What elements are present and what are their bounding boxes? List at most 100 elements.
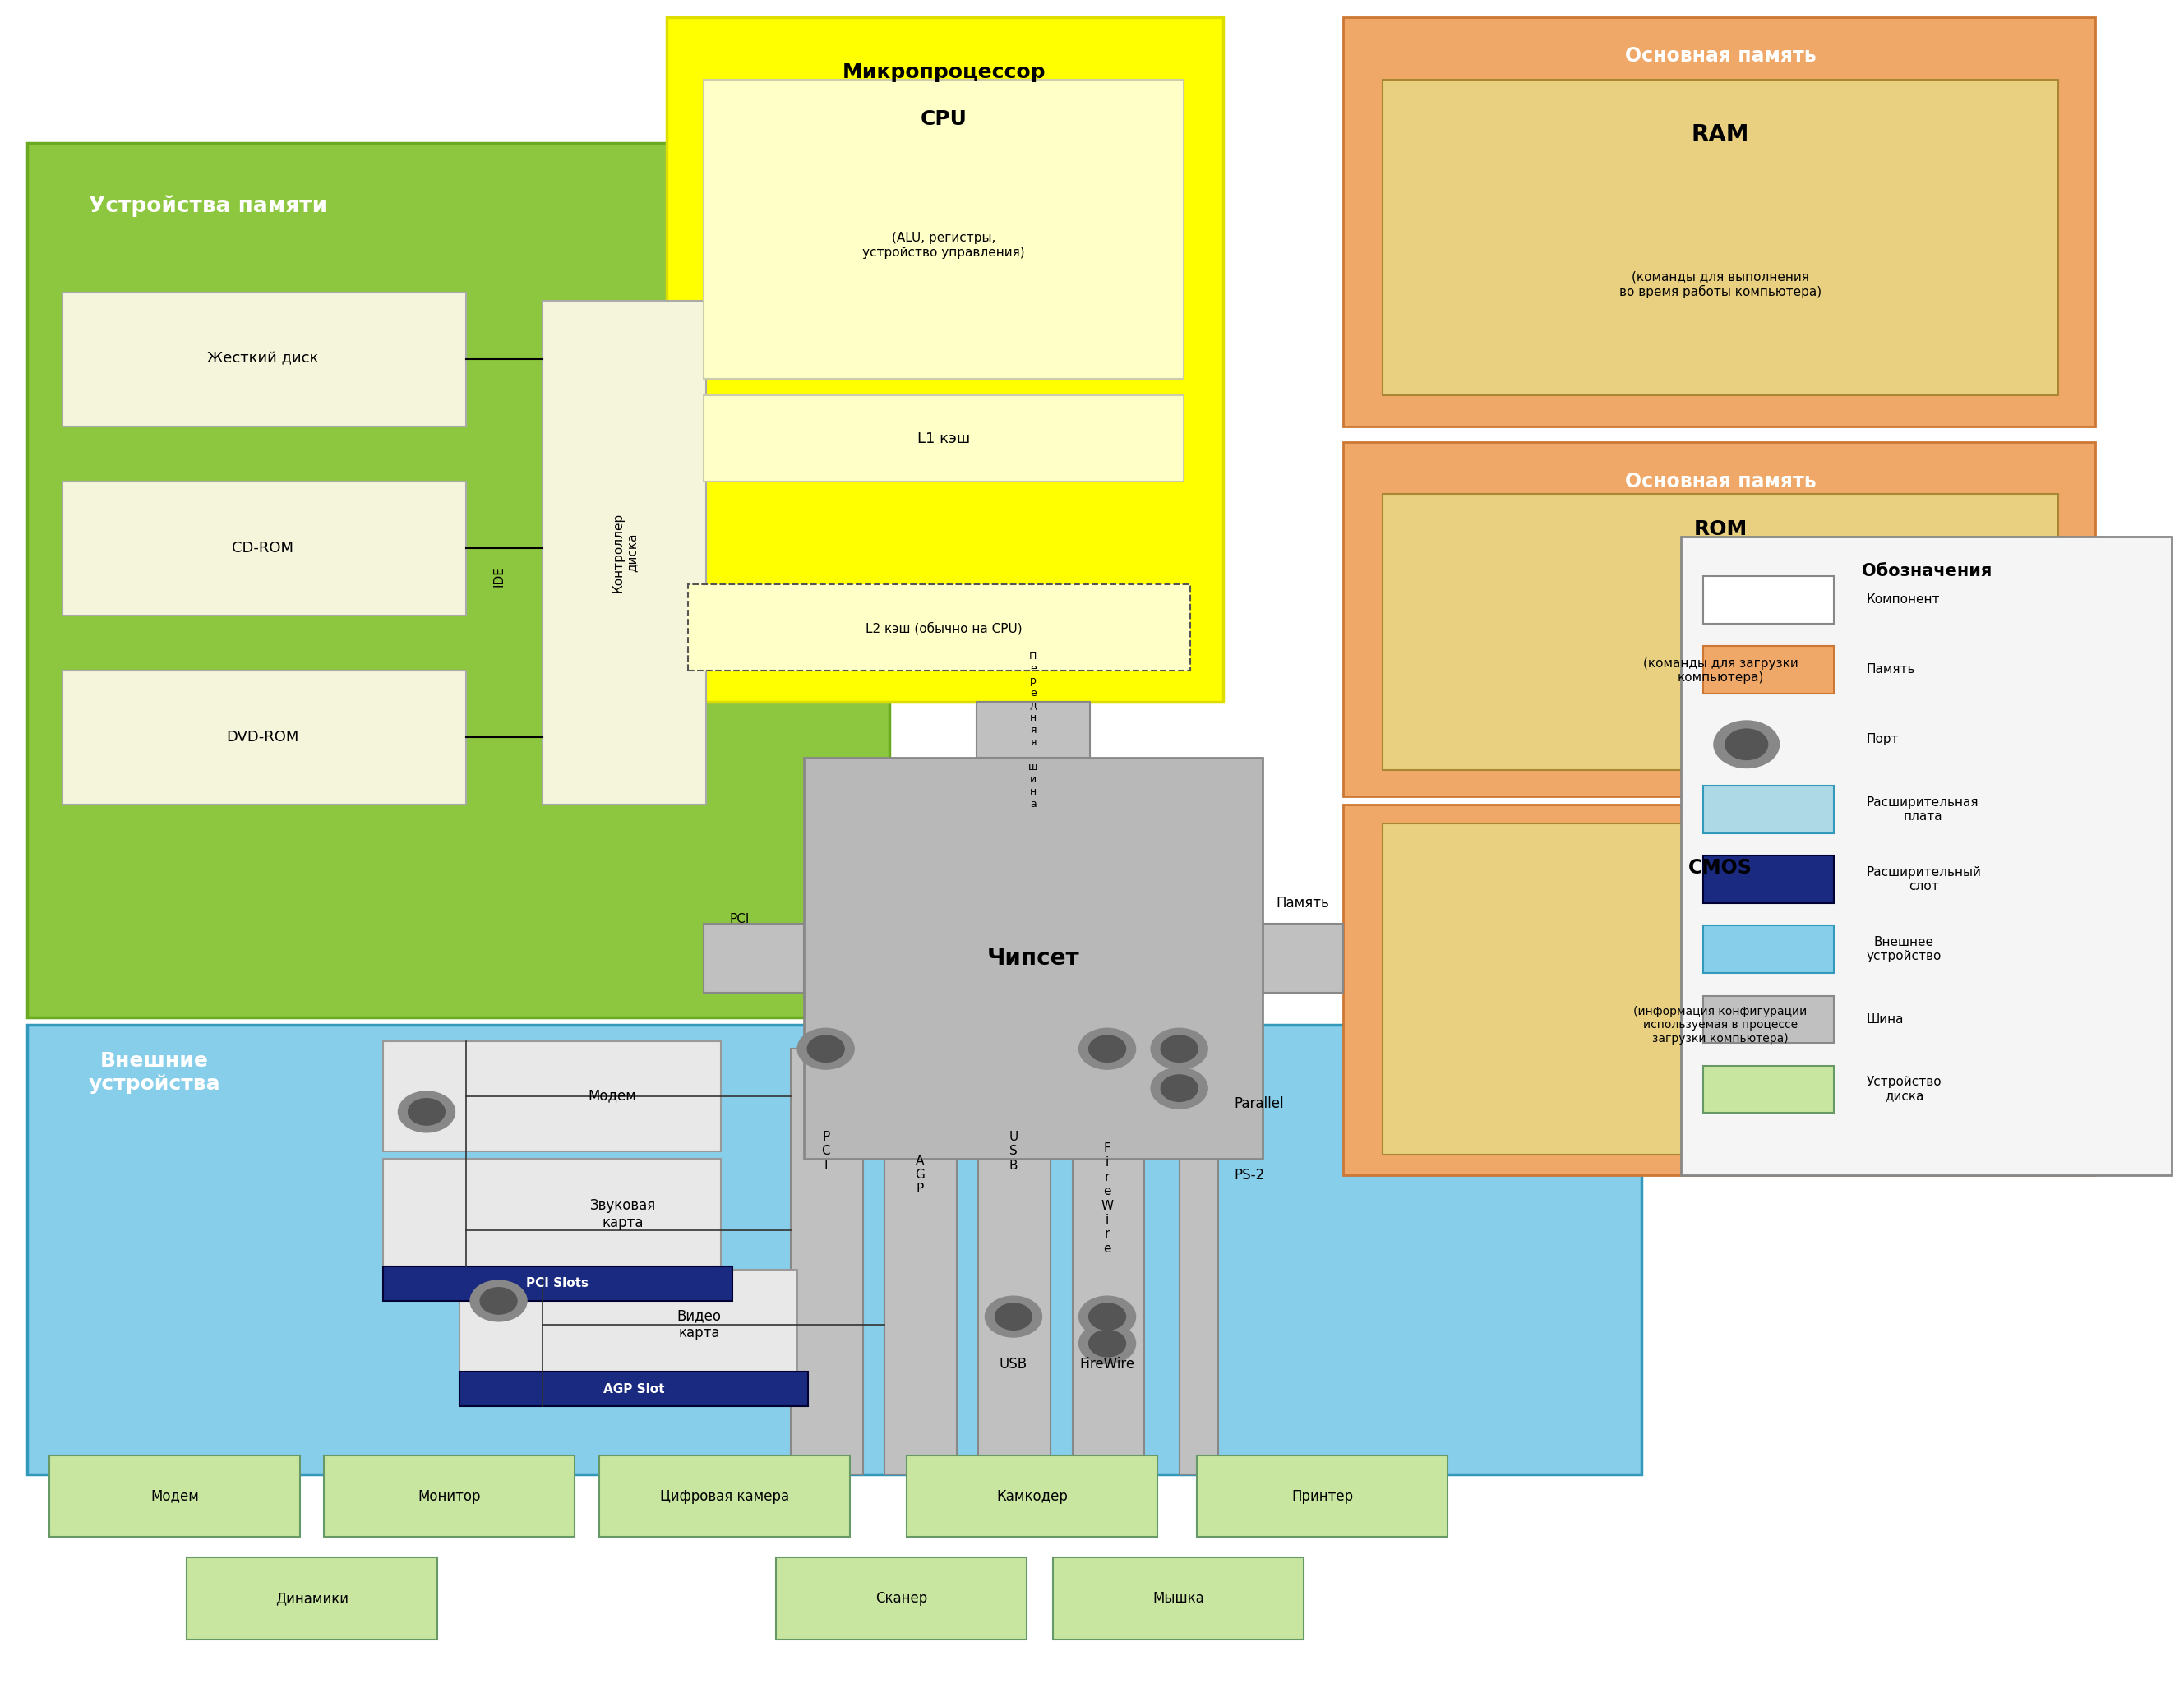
Circle shape [1079,1323,1136,1364]
Bar [1704,925,1835,972]
Text: CPU: CPU [919,110,968,130]
Bar [459,1269,797,1379]
Text: Микропроцессор: Микропроцессор [841,62,1046,83]
Text: CMOS: CMOS [1688,858,1752,878]
Text: PS-2: PS-2 [1234,1168,1265,1182]
Bar [61,670,465,805]
Bar [703,923,804,993]
Bar [1343,17,2097,427]
Bar [1704,576,1835,623]
Bar [791,1048,863,1474]
Bar [976,702,1090,758]
Text: Компонент: Компонент [1867,594,1939,606]
Bar [804,758,1262,1160]
Text: Модем: Модем [587,1089,636,1104]
Bar [1262,923,1343,993]
Circle shape [1151,1069,1208,1109]
Bar [775,1558,1026,1639]
Bar [1704,856,1835,903]
Text: П
е
р
е
д
н
я
я

ш
и
н
а: П е р е д н я я ш и н а [1029,650,1037,809]
Text: PCI: PCI [729,913,749,925]
Text: Основная память: Основная память [1625,46,1815,66]
Circle shape [1090,1035,1125,1062]
Bar [28,1025,1642,1474]
Text: Внешнее
устройство: Внешнее устройство [1867,937,1942,962]
Bar [459,1372,808,1406]
Bar [1197,1455,1448,1538]
Text: L1 кэш: L1 кэш [917,432,970,447]
Bar [1682,537,2171,1175]
Bar [885,1048,957,1474]
Circle shape [408,1099,446,1126]
Text: Камкодер: Камкодер [996,1489,1068,1504]
Text: U
S
B: U S B [1009,1131,1018,1171]
Circle shape [1162,1075,1197,1102]
Bar [598,1455,850,1538]
Text: Устройство
диска: Устройство диска [1867,1075,1942,1102]
Bar [1704,1065,1835,1112]
Bar [703,79,1184,380]
Text: (команды для выполнения
во время работы компьютера): (команды для выполнения во время работы … [1618,270,1821,299]
Circle shape [1090,1330,1125,1357]
Text: RAM: RAM [1690,123,1749,147]
Circle shape [1079,1296,1136,1337]
Bar [1704,787,1835,834]
Bar [906,1455,1158,1538]
Circle shape [1151,1028,1208,1069]
Bar [28,143,889,1018]
Text: Устройства памяти: Устройства памяти [87,196,328,216]
Circle shape [808,1035,845,1062]
Text: Основная память: Основная память [1625,471,1815,491]
Circle shape [480,1288,518,1315]
Text: F
i
r
e
W
i
r
e: F i r e W i r e [1101,1143,1114,1254]
Text: Память: Память [1275,896,1330,910]
Text: PCI Slots: PCI Slots [526,1278,590,1290]
Text: AGP Slot: AGP Slot [603,1382,664,1396]
Circle shape [985,1296,1042,1337]
Text: IDE: IDE [491,565,505,587]
Bar [1382,824,2060,1155]
Bar [61,292,465,427]
Bar [382,1266,732,1301]
Circle shape [470,1281,526,1322]
Text: Звуковая
карта: Звуковая карта [590,1198,655,1231]
Text: (ALU, регистры,
устройство управления): (ALU, регистры, устройство управления) [863,231,1024,258]
Bar [978,1048,1051,1474]
Bar [542,300,705,805]
Text: Сканер: Сканер [876,1592,926,1605]
Text: Принтер: Принтер [1291,1489,1354,1504]
Bar [1343,442,2097,797]
Circle shape [1090,1303,1125,1330]
Text: Шина: Шина [1867,1013,1904,1025]
Bar [323,1455,574,1538]
Text: Чипсет: Чипсет [987,947,1079,969]
Bar [1704,647,1835,694]
Bar [186,1558,437,1639]
Text: FireWire: FireWire [1079,1357,1136,1371]
Circle shape [397,1092,454,1133]
Text: Расширительная
плата: Расширительная плата [1867,797,1979,822]
Text: (информация конфигурации
используемая в процессе
загрузки компьютера): (информация конфигурации используемая в … [1634,1006,1806,1045]
Text: Расширительный
слот: Расширительный слот [1867,866,1981,893]
Circle shape [797,1028,854,1069]
Bar [1072,1048,1144,1474]
Text: P
C
I: P C I [821,1131,830,1171]
Text: Контроллер
диска: Контроллер диска [612,513,638,592]
Text: Модем: Модем [151,1489,199,1504]
Text: USB: USB [1000,1357,1026,1371]
Bar [1179,1160,1219,1474]
Text: Мышка: Мышка [1153,1592,1203,1605]
Bar [382,1160,721,1269]
Bar [1382,79,2060,395]
Bar [48,1455,299,1538]
Text: Порт: Порт [1867,734,1900,746]
Text: ROM: ROM [1693,518,1747,538]
Text: Динамики: Динамики [275,1592,349,1605]
Text: Цифровая камера: Цифровая камера [660,1489,788,1504]
Text: Внешние
устройства: Внешние устройства [87,1052,221,1094]
Text: (команды для загрузки
компьютера): (команды для загрузки компьютера) [1642,657,1797,684]
Text: Монитор: Монитор [417,1489,480,1504]
Circle shape [1162,1035,1197,1062]
Circle shape [1725,729,1767,760]
Bar [703,395,1184,481]
